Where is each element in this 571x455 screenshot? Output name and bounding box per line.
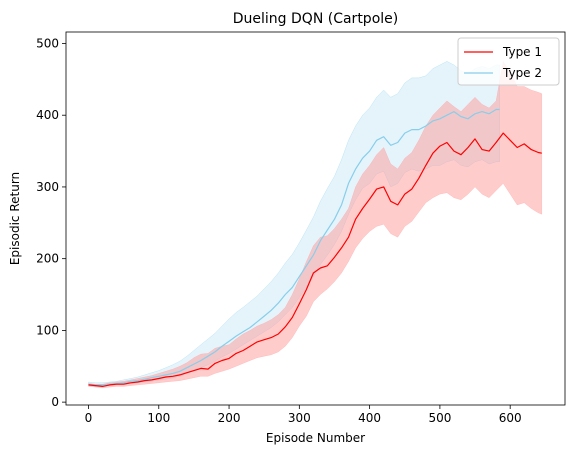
y-axis: 0 100 200 300 400 500 (36, 36, 66, 409)
x-tick-label: 500 (428, 411, 451, 425)
line-type-2 (88, 108, 500, 386)
y-tick-label: 400 (36, 108, 59, 122)
x-tick-label: 600 (499, 411, 522, 425)
y-tick-label: 0 (51, 395, 59, 409)
x-tick-label: 400 (358, 411, 381, 425)
y-tick-label: 200 (36, 252, 59, 266)
x-tick-label: 200 (218, 411, 241, 425)
x-axis-label: Episode Number (266, 431, 365, 445)
plot-frame (65, 31, 566, 406)
y-axis-label: Episodic Return (8, 172, 22, 265)
plot-area (65, 31, 566, 406)
y-tick-label: 100 (36, 323, 59, 337)
x-axis: 0 100 200 300 400 500 600 (85, 405, 522, 425)
x-tick-label: 0 (85, 411, 93, 425)
y-tick-label: 300 (36, 180, 59, 194)
x-tick-label: 300 (288, 411, 311, 425)
chart-title: Dueling DQN (Cartpole) (233, 11, 398, 27)
line-type-1 (88, 132, 542, 387)
legend-label-type-1: Type 1 (502, 45, 542, 59)
x-tick-label: 100 (147, 411, 170, 425)
y-tick-label: 500 (36, 36, 59, 50)
band-type-1 (88, 60, 543, 389)
mean-lines (88, 108, 542, 387)
legend-label-type-2: Type 2 (502, 66, 542, 80)
legend: Type 1 Type 2 (457, 37, 560, 86)
